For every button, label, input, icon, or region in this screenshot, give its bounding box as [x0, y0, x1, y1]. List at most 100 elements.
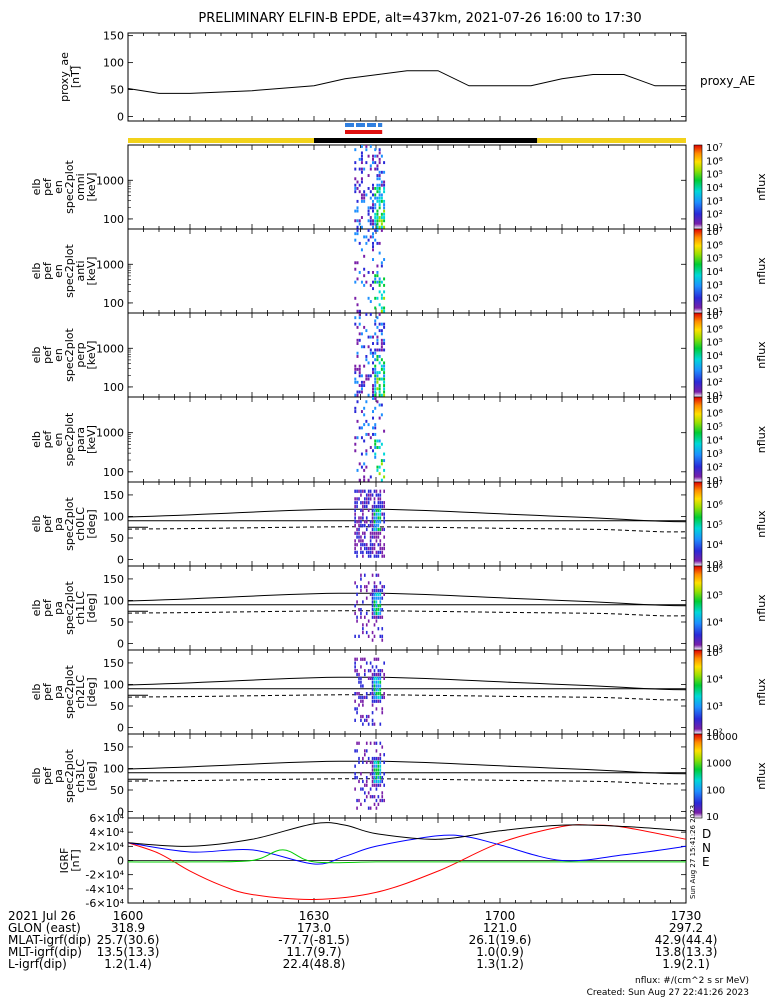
pitch-angle-cell — [379, 600, 382, 604]
spectrogram-cell — [363, 406, 366, 410]
panel-frame-pa_ch0 — [127, 481, 687, 567]
pitch-angle-cell — [354, 661, 356, 665]
spectrogram-cell — [372, 241, 375, 245]
ylabel-pa_ch3: ch3LC — [74, 759, 87, 793]
spectrogram-cell — [367, 432, 370, 436]
spectrogram-cell — [372, 287, 375, 291]
spectrogram-cell — [380, 364, 383, 368]
pitch-angle-cell — [375, 615, 378, 619]
y-tick-label: 1000 — [96, 258, 124, 271]
spectrogram-cell — [376, 164, 379, 168]
ylabel-spec_omni: omni — [74, 173, 87, 200]
pitch-angle-cell — [362, 489, 364, 493]
pitch-angle-cell — [371, 665, 374, 669]
pitch-angle-cell — [360, 695, 362, 700]
pitch-angle-cell — [365, 749, 368, 753]
spectrogram-cell — [369, 335, 372, 339]
pitch-angle-cell — [379, 634, 382, 638]
y-tick-label: -4×10⁴ — [85, 883, 124, 896]
colorbar-label: nflux — [755, 425, 768, 453]
spectrogram-cell — [369, 206, 372, 210]
pitch-angle-cell — [371, 588, 374, 593]
spectrogram-cell — [354, 296, 357, 300]
ylabel-spec_anti: [keV] — [85, 257, 98, 286]
pitch-angle-cell — [363, 543, 366, 547]
pitch-angle-cell — [356, 535, 358, 539]
colorbar-tick-label: 10⁷ — [706, 395, 723, 406]
spectrogram-cell — [374, 274, 377, 278]
spectrogram-cell — [367, 271, 370, 274]
colorbar-tick-label: 10⁴ — [706, 183, 723, 194]
pitch-angle-cell — [358, 524, 360, 528]
ylabel-pa_ch0: pa — [52, 517, 65, 531]
spectrogram-cell — [358, 309, 361, 313]
spectrogram-cell — [360, 436, 363, 440]
spectrogram-cell — [360, 199, 363, 203]
pitch-angle-cell — [365, 520, 368, 524]
pitch-angle-cell — [360, 508, 362, 512]
spectrogram-cell — [378, 303, 381, 307]
spectrogram-cell — [372, 335, 375, 339]
spectrogram-cell — [356, 187, 359, 190]
spectrogram-cell — [360, 193, 363, 197]
pitch-angle-cell — [381, 527, 384, 532]
spectrogram-cell — [360, 154, 363, 158]
spectrogram-cell — [378, 446, 381, 449]
pitch-angle-cell — [363, 615, 366, 619]
spectrogram-cell — [365, 432, 368, 436]
spectrogram-cell — [358, 167, 361, 171]
spectrogram-cell — [358, 426, 361, 430]
spectrogram-cell — [383, 374, 386, 378]
pitch-angle-cell — [356, 657, 358, 661]
spectrogram-cell — [374, 432, 377, 436]
y-tick-label: 100 — [103, 213, 124, 226]
spectrogram-cell — [367, 423, 370, 427]
ephemeris-value: 25.7(30.6) — [97, 933, 160, 947]
spectrogram-cell — [360, 426, 363, 430]
spectrogram-cell — [356, 393, 359, 397]
spectrogram-cell — [354, 393, 357, 397]
pitch-angle-cell — [371, 611, 374, 616]
pitch-angle-cell — [360, 493, 362, 497]
spectrogram-cell — [383, 338, 386, 342]
pitch-angle-cell — [363, 520, 366, 524]
colorbar-tick-label: 10⁵ — [706, 170, 723, 181]
pitch-angle-cell — [360, 608, 362, 612]
pitch-angle-cell — [369, 524, 372, 528]
pitch-angle-cell — [377, 531, 380, 535]
y-tick-label: 100 — [103, 466, 124, 479]
ylabel-pa_ch2: spec2plot — [63, 665, 76, 719]
pitch-angle-cell — [360, 718, 362, 722]
ylabel-igrf: [nT] — [69, 849, 82, 871]
pitch-angle-cell — [379, 756, 382, 761]
spectrogram-cell — [376, 209, 379, 213]
pitch-angle-cell — [379, 772, 382, 776]
pitch-angle-cell — [383, 695, 386, 700]
spectrogram-cell — [354, 148, 357, 152]
spectrogram-cell — [380, 322, 383, 326]
pitch-angle-cell — [377, 688, 380, 692]
spectrogram-cell — [360, 345, 363, 349]
pitch-angle-cell — [360, 802, 362, 806]
pitch-angle-cell — [377, 676, 380, 680]
spectrogram-cell — [360, 151, 363, 155]
spectrogram-cell — [374, 280, 377, 284]
pitch-angle-cell — [377, 520, 380, 524]
y-tick-label: 150 — [103, 30, 124, 43]
spectrogram-cell — [376, 274, 379, 278]
ylabel-pa_ch3: [deg] — [85, 761, 98, 790]
pitch-angle-cell — [362, 501, 364, 505]
spectrogram-cell — [374, 332, 377, 336]
spectrogram-cell — [365, 235, 368, 239]
pitch-angle-cell — [354, 772, 356, 776]
pitch-angle-cell — [356, 776, 358, 780]
pitch-angle-cell — [365, 611, 368, 616]
pitch-angle-cell — [375, 692, 378, 696]
colorbar-tick-label: 10³ — [706, 701, 723, 712]
pitch-angle-cell — [379, 512, 382, 516]
spectrogram-cell — [365, 148, 368, 152]
pitch-angle-cell — [371, 516, 374, 520]
spectrogram-cell — [376, 216, 379, 219]
y-tick-label: 150 — [103, 573, 124, 586]
pitch-angle-cell — [365, 504, 368, 509]
